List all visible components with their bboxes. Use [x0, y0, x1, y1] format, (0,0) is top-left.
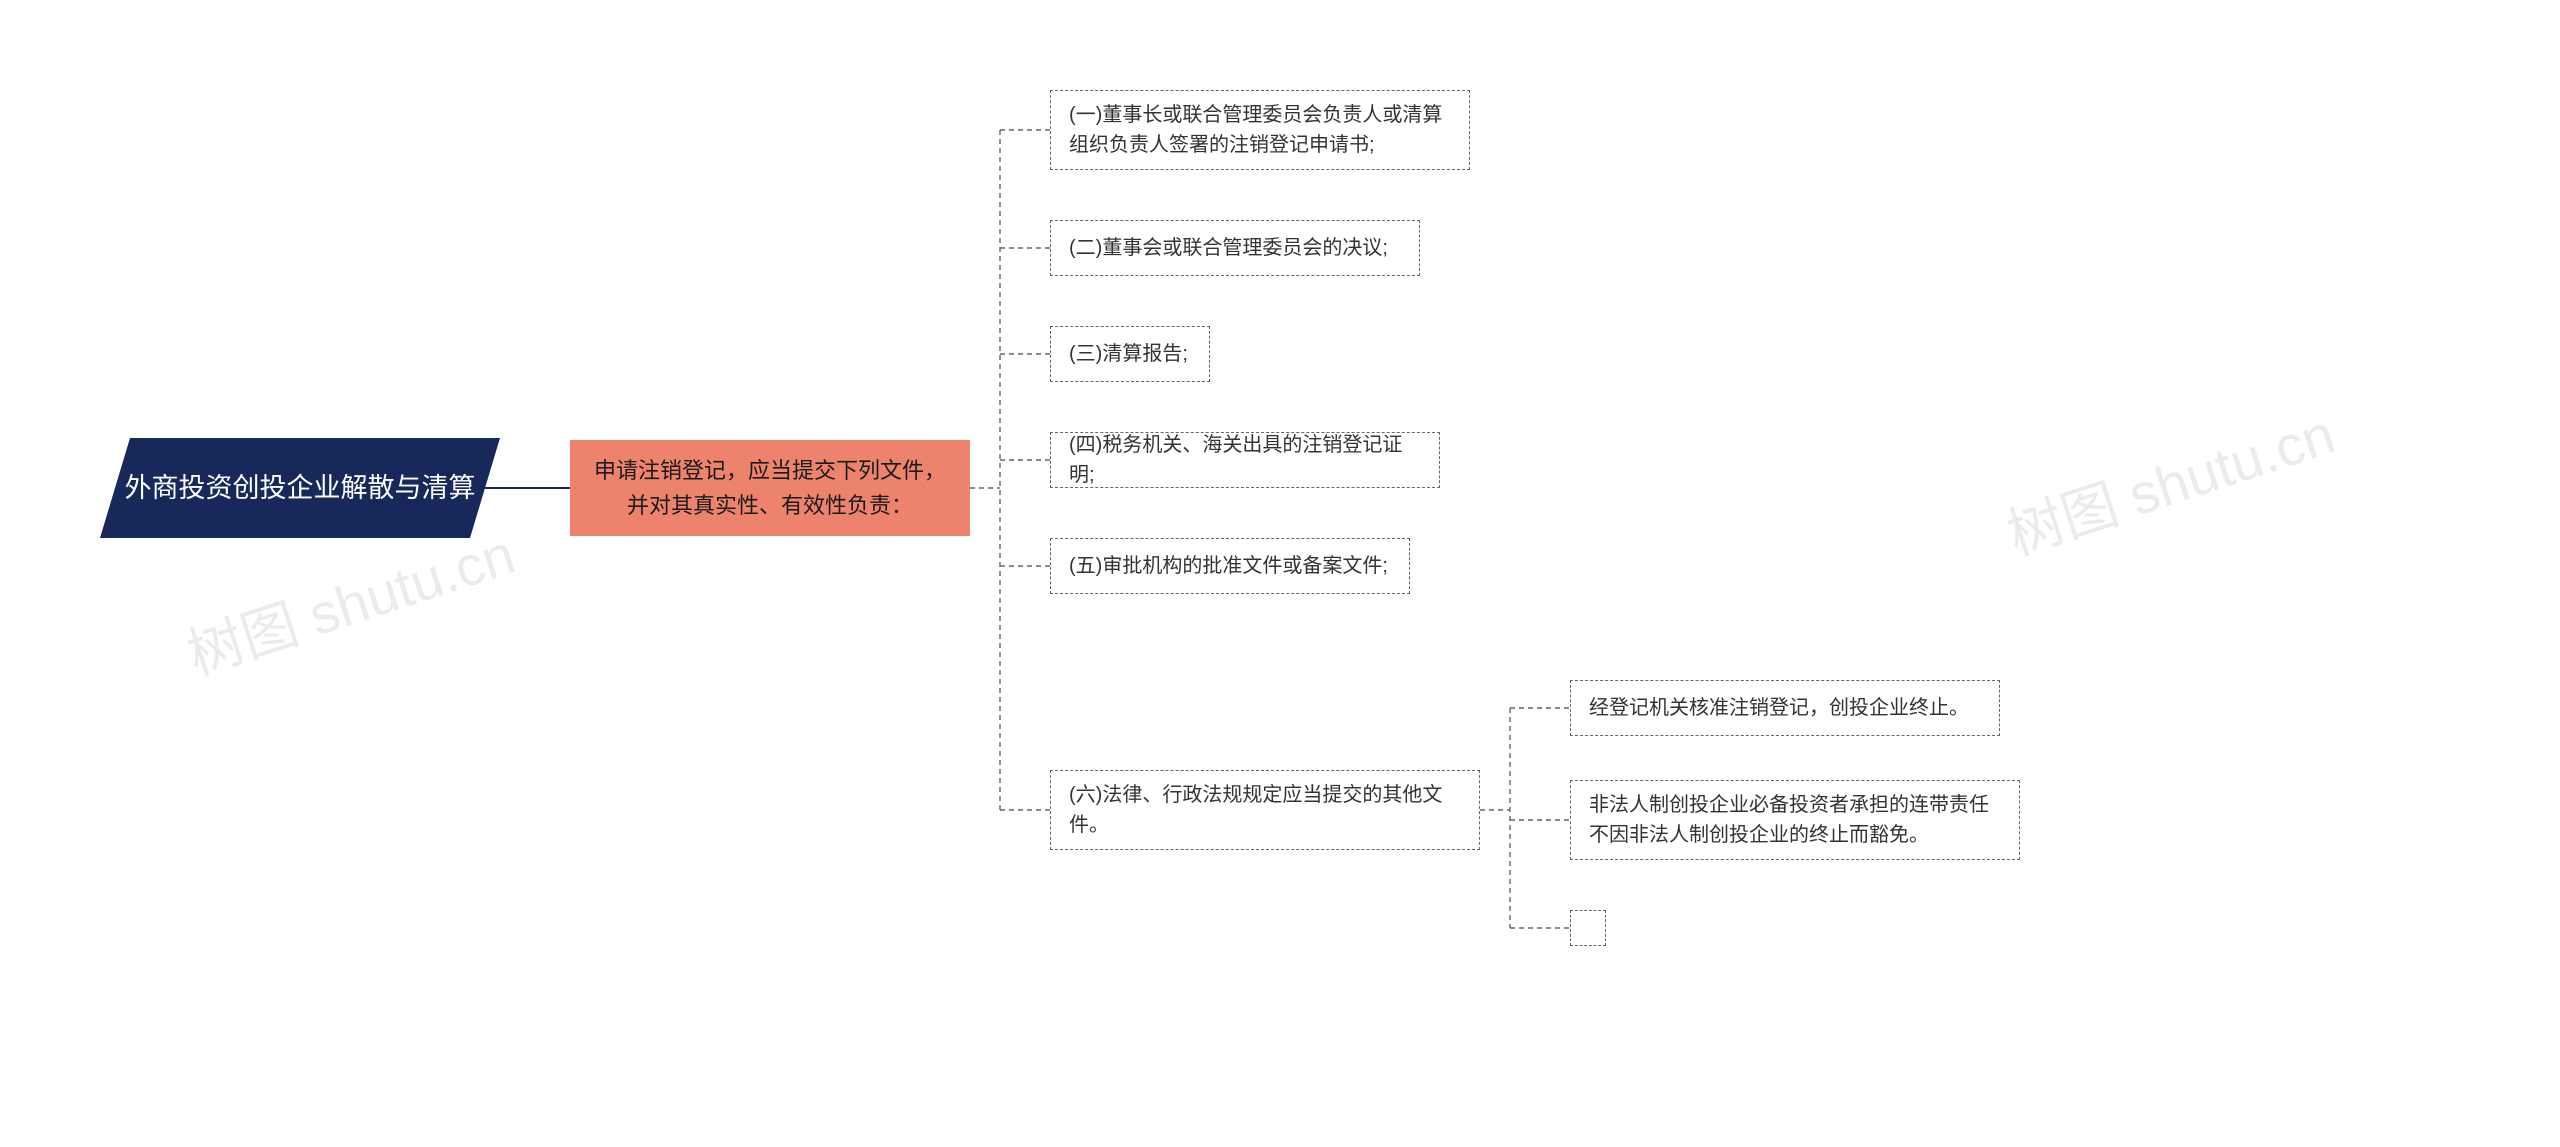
- leaf4-node-1: 经登记机关核准注销登记，创投企业终止。: [1570, 680, 2000, 736]
- leaf-text-4: (四)税务机关、海关出具的注销登记证明;: [1069, 430, 1421, 490]
- leaf4-node-2: 非法人制创投企业必备投资者承担的连带责任不因非法人制创投企业的终止而豁免。: [1570, 780, 2020, 860]
- leaf-node-3: (三)清算报告;: [1050, 326, 1210, 382]
- leaf-node-6: (六)法律、行政法规规定应当提交的其他文件。: [1050, 770, 1480, 850]
- leaf4-node-3: [1570, 910, 1606, 946]
- connector-l3-l4: [1480, 670, 1580, 970]
- leaf-text-3: (三)清算报告;: [1069, 339, 1188, 369]
- leaf-node-4: (四)税务机关、海关出具的注销登记证明;: [1050, 432, 1440, 488]
- leaf-text-2: (二)董事会或联合管理委员会的决议;: [1069, 233, 1388, 263]
- leaf4-text-2: 非法人制创投企业必备投资者承担的连带责任不因非法人制创投企业的终止而豁免。: [1589, 790, 2001, 850]
- leaf-text-5: (五)审批机构的批准文件或备案文件;: [1069, 551, 1388, 581]
- level2-text: 申请注销登记，应当提交下列文件，并对其真实性、有效性负责：: [592, 453, 948, 523]
- root-text: 外商投资创投企业解散与清算: [125, 468, 476, 509]
- leaf-node-1: (一)董事长或联合管理委员会负责人或清算组织负责人签署的注销登记申请书;: [1050, 90, 1470, 170]
- level2-node: 申请注销登记，应当提交下列文件，并对其真实性、有效性负责：: [570, 440, 970, 536]
- watermark-2: 树图 shutu.cn: [1996, 390, 2344, 572]
- leaf-text-1: (一)董事长或联合管理委员会负责人或清算组织负责人签署的注销登记申请书;: [1069, 100, 1451, 160]
- connector-l2-l3: [970, 80, 1060, 840]
- root-node: 外商投资创投企业解散与清算: [100, 438, 500, 538]
- leaf-node-5: (五)审批机构的批准文件或备案文件;: [1050, 538, 1410, 594]
- leaf-text-6: (六)法律、行政法规规定应当提交的其他文件。: [1069, 780, 1461, 840]
- leaf-node-2: (二)董事会或联合管理委员会的决议;: [1050, 220, 1420, 276]
- leaf4-text-1: 经登记机关核准注销登记，创投企业终止。: [1589, 693, 1969, 723]
